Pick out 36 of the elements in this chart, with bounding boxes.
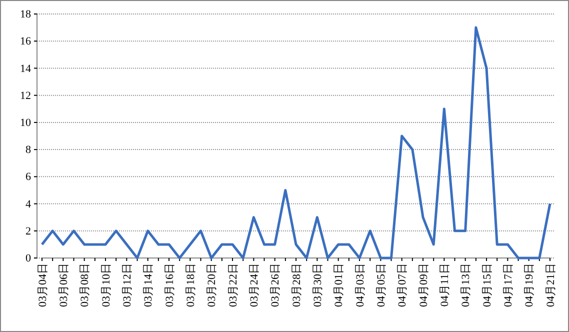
- x-tick-label: 03月06日: [58, 263, 70, 307]
- y-tick-label: 6: [26, 171, 32, 184]
- x-tick-label: 04月13日: [460, 263, 472, 307]
- y-tick-label: 4: [26, 198, 32, 210]
- x-tick-label: 04月09日: [418, 263, 430, 307]
- x-tick-label: 03月26日: [270, 263, 282, 307]
- x-tick-label: 03月22日: [227, 263, 240, 307]
- x-tick-label: 04月21日: [544, 263, 557, 307]
- x-tick-label: 03月18日: [185, 263, 198, 307]
- y-tick-label: 0: [26, 252, 32, 265]
- x-tick-label: 03月28日: [290, 263, 303, 307]
- x-tick-label: 04月07日: [396, 263, 409, 307]
- x-tick-label: 04月11日: [439, 263, 452, 307]
- x-tick-label: 04月01日: [333, 263, 346, 307]
- x-tick-label: 04月17日: [502, 263, 515, 307]
- x-tick-label: 03月30日: [312, 263, 324, 307]
- y-tick-label: 12: [20, 90, 31, 102]
- x-tick-label: 04月19日: [524, 263, 536, 307]
- y-tick-label: 14: [20, 62, 32, 75]
- y-tick-label: 8: [26, 144, 32, 156]
- line-series: [40, 26, 552, 260]
- x-tick-label: 03月16日: [164, 263, 176, 307]
- y-tick-label: 10: [20, 116, 32, 129]
- x-tick-label: 03月10日: [100, 263, 112, 307]
- x-tick-label: 04月03日: [354, 263, 366, 307]
- x-tick-label: 03月14日: [142, 263, 155, 307]
- x-tick-label: 03月12日: [122, 263, 134, 307]
- x-tick-label: 03月08日: [79, 263, 92, 307]
- x-tick-label: 03月04日: [36, 263, 49, 307]
- y-tick-label: 16: [20, 36, 32, 48]
- x-tick-label: 03月20日: [206, 263, 218, 307]
- x-tick-label: 04月05日: [376, 263, 388, 307]
- x-tick-label: 03月24日: [248, 263, 261, 307]
- y-tick-label: 2: [26, 225, 31, 238]
- x-tick-label: 04月15日: [481, 263, 494, 307]
- y-tick-label: 18: [20, 8, 32, 21]
